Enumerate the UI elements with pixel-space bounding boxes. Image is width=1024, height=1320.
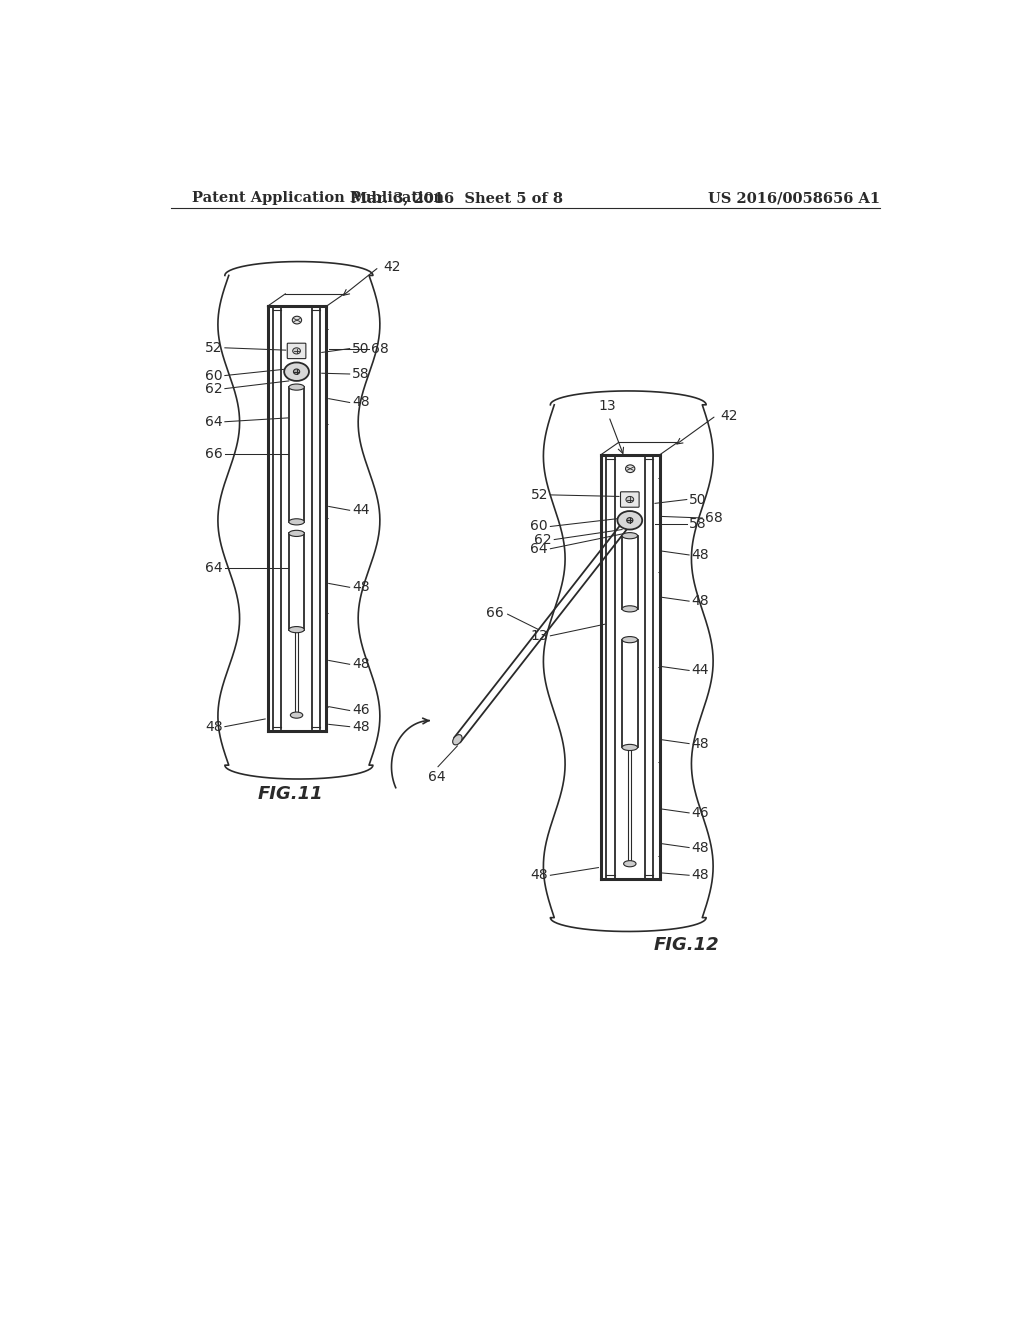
Text: 13: 13 bbox=[598, 399, 616, 412]
Text: 48: 48 bbox=[691, 869, 709, 882]
Text: 48: 48 bbox=[352, 581, 370, 594]
FancyBboxPatch shape bbox=[288, 343, 306, 359]
Text: 48: 48 bbox=[691, 548, 709, 562]
Text: 64: 64 bbox=[530, 541, 548, 556]
Ellipse shape bbox=[622, 636, 638, 643]
Ellipse shape bbox=[289, 627, 304, 632]
Text: FIG.12: FIG.12 bbox=[653, 936, 719, 953]
Ellipse shape bbox=[453, 735, 462, 744]
Text: 48: 48 bbox=[205, 719, 222, 734]
Text: 48: 48 bbox=[691, 594, 709, 609]
Text: 58: 58 bbox=[352, 367, 370, 381]
Text: 48: 48 bbox=[530, 869, 548, 882]
Ellipse shape bbox=[622, 606, 638, 612]
Text: 46: 46 bbox=[352, 704, 370, 718]
Text: Patent Application Publication: Patent Application Publication bbox=[191, 191, 443, 206]
Ellipse shape bbox=[622, 532, 638, 539]
Text: Mar. 3, 2016  Sheet 5 of 8: Mar. 3, 2016 Sheet 5 of 8 bbox=[351, 191, 563, 206]
Text: 52: 52 bbox=[205, 341, 222, 355]
Text: 64: 64 bbox=[428, 770, 445, 784]
Text: 64: 64 bbox=[205, 561, 222, 576]
FancyBboxPatch shape bbox=[621, 492, 639, 507]
Text: 48: 48 bbox=[352, 719, 370, 734]
Text: 68: 68 bbox=[372, 342, 389, 355]
Text: US 2016/0058656 A1: US 2016/0058656 A1 bbox=[708, 191, 880, 206]
Text: 62: 62 bbox=[205, 381, 222, 396]
Ellipse shape bbox=[624, 861, 636, 867]
Text: 48: 48 bbox=[352, 396, 370, 409]
Text: 46: 46 bbox=[691, 807, 709, 820]
Ellipse shape bbox=[289, 519, 304, 525]
Ellipse shape bbox=[626, 496, 634, 503]
Text: FIG.11: FIG.11 bbox=[258, 785, 324, 804]
Ellipse shape bbox=[294, 370, 300, 375]
Text: 44: 44 bbox=[691, 664, 709, 677]
Text: 62: 62 bbox=[535, 532, 552, 546]
Text: 50: 50 bbox=[689, 492, 707, 507]
Text: 66: 66 bbox=[486, 606, 504, 619]
Text: 64: 64 bbox=[205, 414, 222, 429]
Text: 66: 66 bbox=[205, 447, 222, 462]
Text: 52: 52 bbox=[530, 488, 548, 502]
Ellipse shape bbox=[626, 465, 635, 473]
Text: 48: 48 bbox=[691, 737, 709, 751]
Ellipse shape bbox=[293, 348, 300, 354]
Text: 48: 48 bbox=[352, 657, 370, 672]
Ellipse shape bbox=[289, 384, 304, 391]
Ellipse shape bbox=[289, 531, 304, 536]
Text: 58: 58 bbox=[689, 517, 707, 531]
Ellipse shape bbox=[617, 511, 642, 529]
Ellipse shape bbox=[285, 363, 309, 381]
Ellipse shape bbox=[622, 744, 638, 751]
Text: 50: 50 bbox=[352, 342, 370, 355]
Text: 44: 44 bbox=[352, 503, 370, 517]
Text: 42: 42 bbox=[720, 408, 737, 422]
Text: 13: 13 bbox=[530, 628, 548, 643]
Ellipse shape bbox=[292, 317, 302, 323]
Text: 42: 42 bbox=[383, 260, 400, 273]
Ellipse shape bbox=[627, 517, 633, 523]
Ellipse shape bbox=[291, 711, 303, 718]
Text: 68: 68 bbox=[705, 511, 722, 525]
Text: 60: 60 bbox=[205, 368, 222, 383]
Text: 60: 60 bbox=[530, 520, 548, 533]
Text: 48: 48 bbox=[691, 841, 709, 854]
